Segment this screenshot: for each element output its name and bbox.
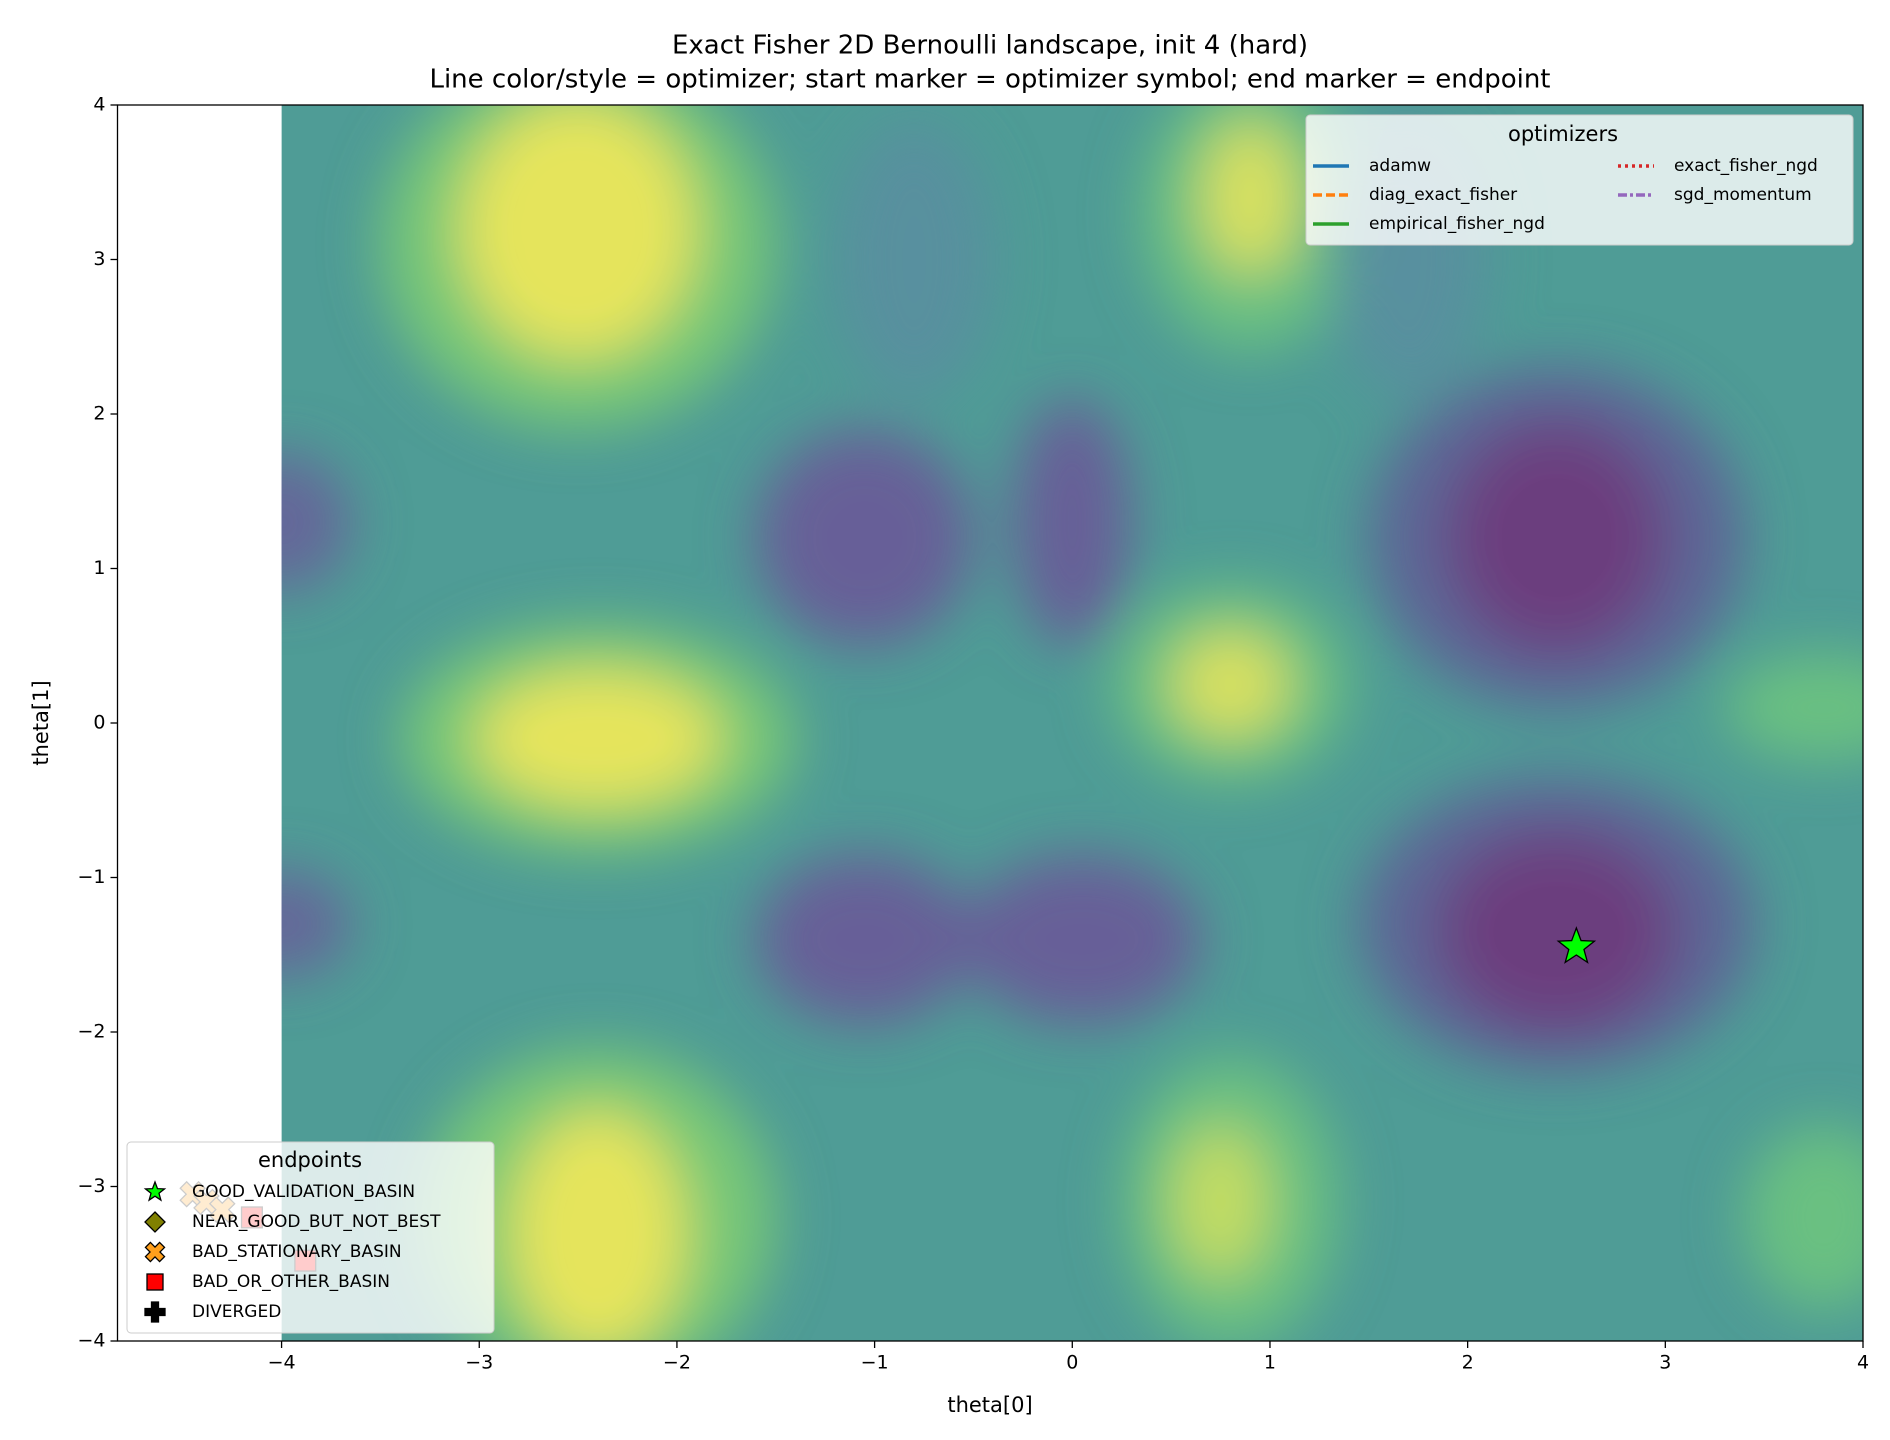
- x-tick-label: −3: [465, 1352, 493, 1374]
- landscape-region: [835, 120, 994, 399]
- landscape-region: [756, 429, 974, 646]
- legend-label: NEAR_GOOD_BUT_NOT_BEST: [192, 1212, 441, 1232]
- landscape-region: [1012, 398, 1132, 646]
- landscape-region: [1724, 653, 1864, 762]
- landscape-blobs: [281, 105, 1864, 1341]
- landscape-region: [1744, 1124, 1864, 1311]
- y-tick-label: −2: [77, 1021, 105, 1043]
- legend-marker: [146, 1273, 164, 1291]
- landscape: [281, 105, 1864, 1341]
- x-tick-label: 1: [1264, 1352, 1276, 1374]
- landscape-region: [963, 854, 1201, 1025]
- legend-marker: [144, 1211, 166, 1233]
- y-tick-label: −1: [77, 866, 105, 888]
- y-axis-label: theta[1]: [29, 680, 53, 765]
- chart-title: Exact Fisher 2D Bernoulli landscape, ini…: [672, 31, 1308, 61]
- x-tick-label: 4: [1857, 1352, 1869, 1374]
- legend-marker: [143, 1180, 167, 1202]
- x-tick-label: −2: [663, 1352, 691, 1374]
- y-tick-label: −3: [77, 1175, 105, 1197]
- legend-label: BAD_OR_OTHER_BASIN: [192, 1272, 390, 1292]
- legend-title: optimizers: [1508, 122, 1618, 146]
- landscape-region: [459, 105, 697, 360]
- landscape-region: [756, 854, 974, 1025]
- legend-label: BAD_STATIONARY_BASIN: [192, 1242, 402, 1262]
- y-tick-label: 4: [93, 94, 105, 116]
- x-tick-label: 2: [1462, 1352, 1474, 1374]
- legend-label: sgd_momentum: [1674, 185, 1812, 205]
- x-tick-label: −1: [861, 1352, 889, 1374]
- legend-marker: [144, 1301, 166, 1323]
- x-tick-label: −4: [268, 1352, 296, 1374]
- landscape-region: [1437, 831, 1676, 1032]
- landscape-region: [281, 452, 351, 592]
- legend-marker: [144, 1241, 166, 1263]
- y-tick-label: 1: [93, 557, 105, 579]
- legend-label: empirical_fisher_ngd: [1369, 214, 1545, 234]
- legend-label: adamw: [1369, 156, 1431, 176]
- y-tick-label: 0: [93, 712, 105, 734]
- landscape-region: [1200, 120, 1300, 275]
- landscape-region: [1447, 421, 1666, 654]
- legend-label: GOOD_VALIDATION_BASIN: [192, 1182, 415, 1202]
- landscape-region: [1171, 630, 1290, 739]
- landscape-region: [281, 869, 351, 978]
- endpoint-marker: [1556, 926, 1597, 964]
- legend-box: [126, 1141, 495, 1334]
- y-tick-label: 3: [93, 248, 105, 270]
- legend-label: exact_fisher_ngd: [1674, 156, 1818, 176]
- chart-subtitle: Line color/style = optimizer; start mark…: [429, 65, 1550, 95]
- x-axis-label: theta[0]: [947, 1393, 1032, 1417]
- landscape-region: [1171, 1124, 1270, 1280]
- y-tick-label: −4: [77, 1330, 105, 1352]
- legend-title: endpoints: [258, 1148, 362, 1172]
- legend-label: DIVERGED: [192, 1302, 281, 1322]
- landscape-region: [508, 1109, 687, 1341]
- legend-label: diag_exact_fisher: [1369, 185, 1517, 205]
- x-tick-label: 3: [1659, 1352, 1671, 1374]
- x-tick-label: 0: [1066, 1352, 1078, 1374]
- y-tick-label: 2: [93, 403, 105, 425]
- landscape-region: [475, 668, 721, 808]
- legend-box: [1305, 114, 1854, 246]
